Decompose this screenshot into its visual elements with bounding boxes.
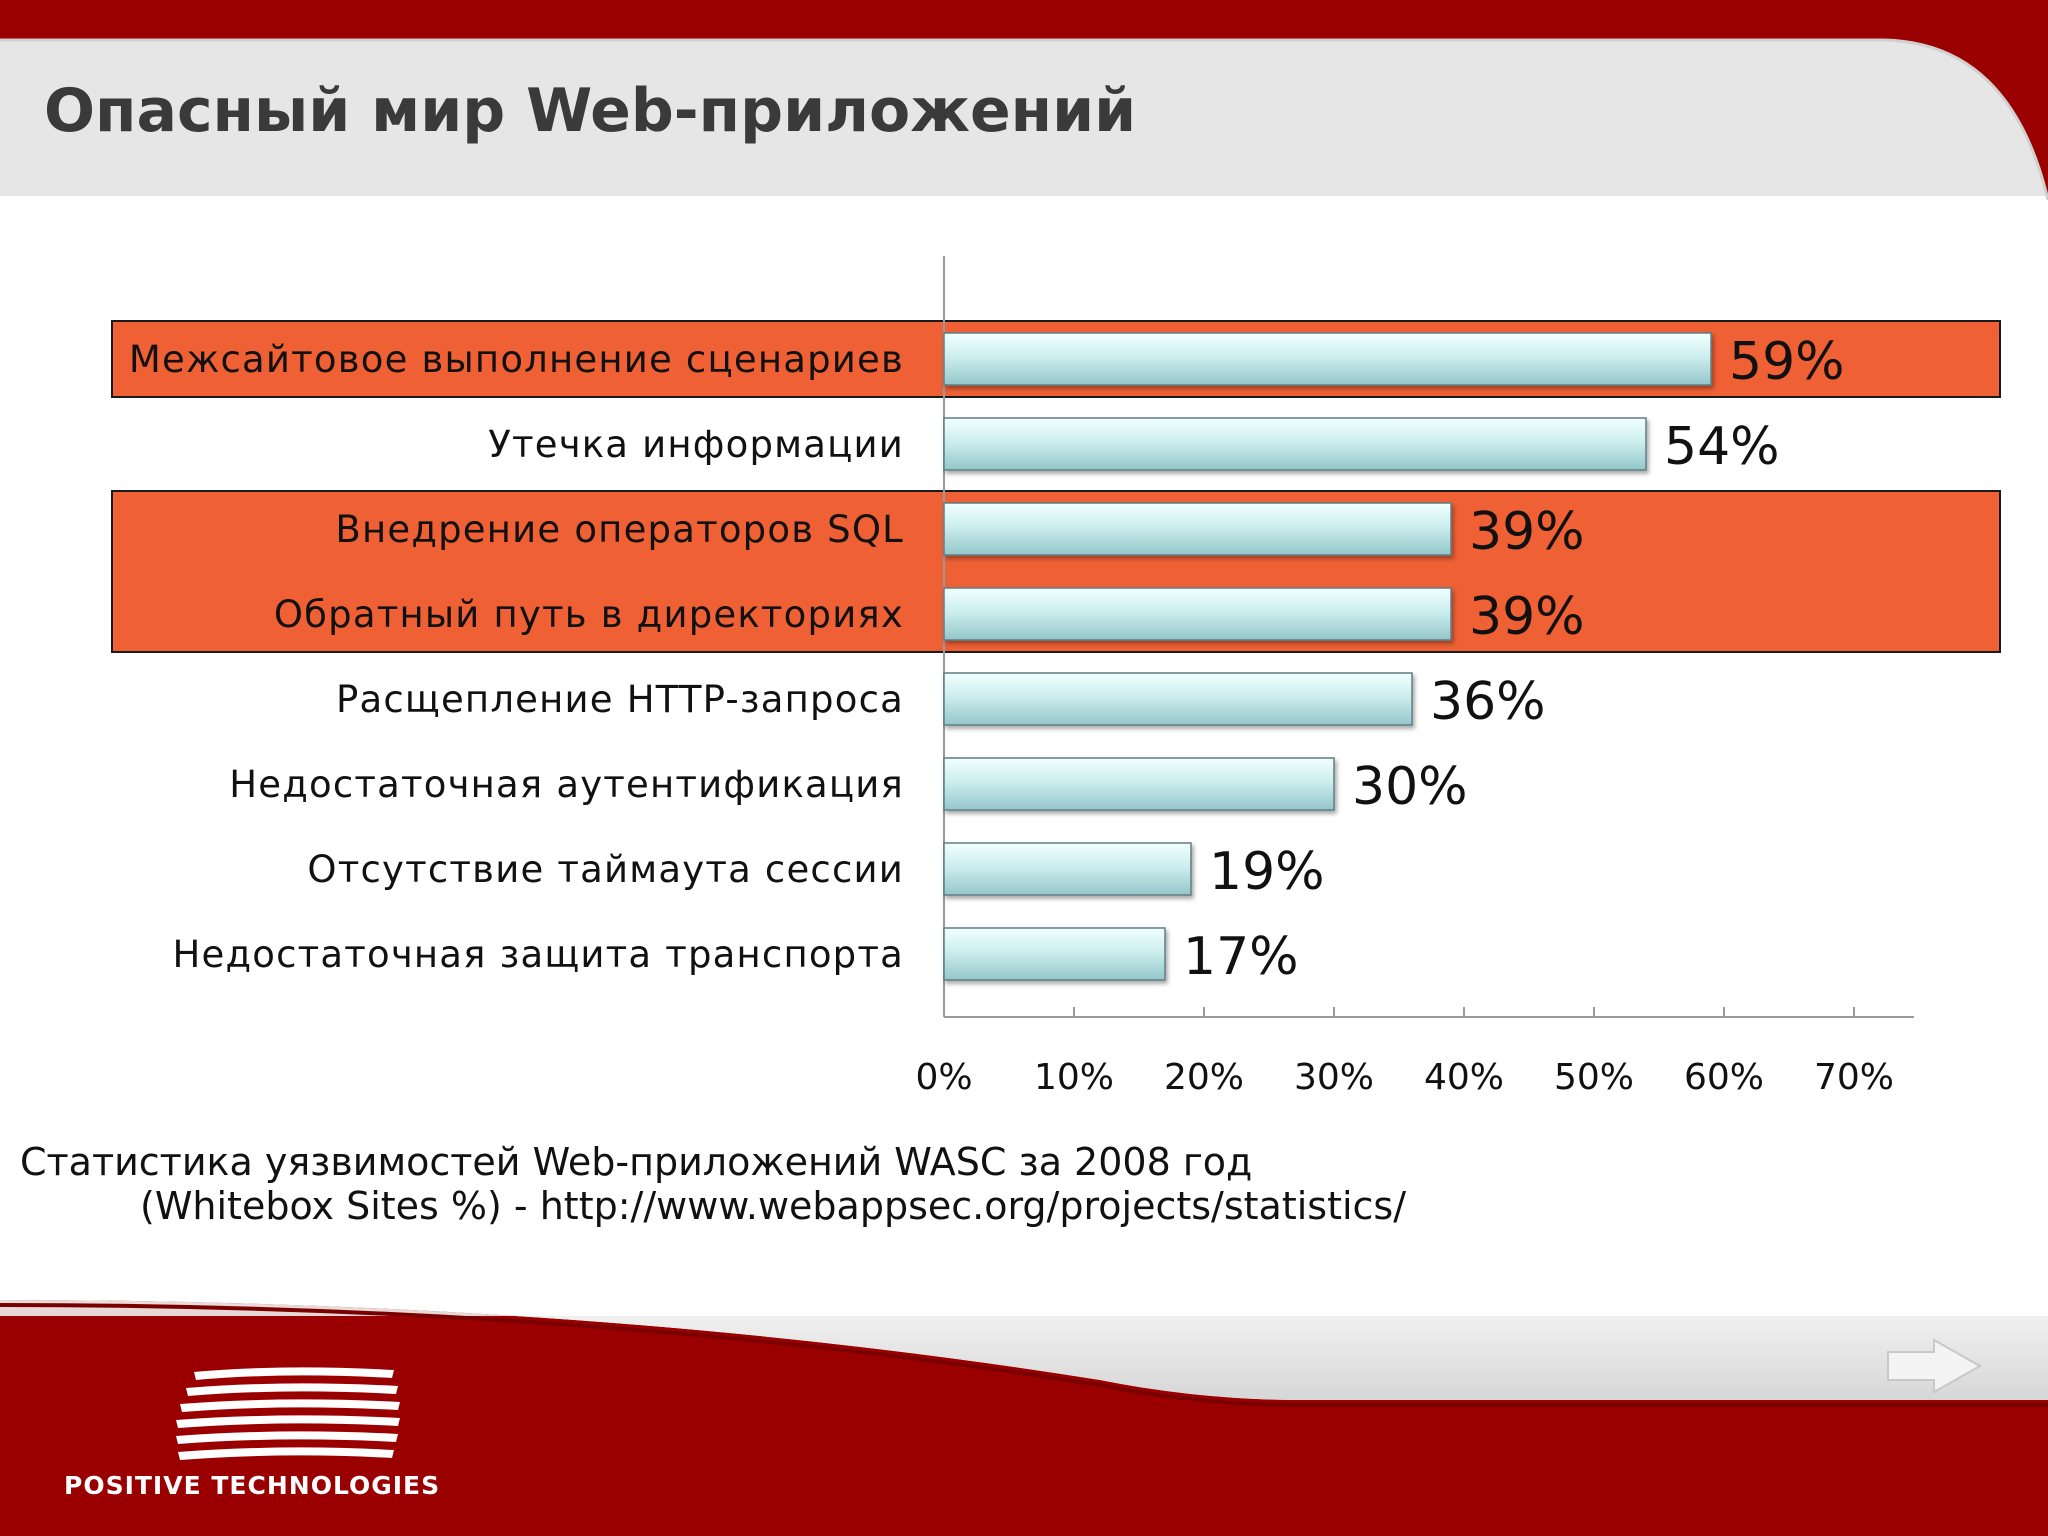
category-label: Расщепление HTTP-запроса [336, 678, 904, 721]
value-label: 19% [1209, 842, 1325, 902]
category-label: Межсайтовое выполнение сценариев [129, 338, 904, 381]
category-label: Недостаточная аутентификация [229, 763, 904, 806]
bar [943, 417, 1647, 471]
x-tick-label: 60% [1684, 1057, 1764, 1098]
bar [943, 757, 1335, 811]
bar [943, 927, 1166, 981]
category-label: Внедрение операторов SQL [335, 508, 904, 551]
x-tick-label: 40% [1424, 1057, 1504, 1098]
category-label: Утечка информации [488, 423, 904, 466]
value-label: 36% [1430, 672, 1546, 732]
page-title: Опасный мир Web-приложений [44, 76, 1137, 146]
x-tick-label: 0% [915, 1057, 972, 1098]
category-label: Недостаточная защита транспорта [172, 933, 904, 976]
x-tick-label: 70% [1814, 1057, 1894, 1098]
bar [943, 332, 1712, 386]
positive-technologies-logo: POSITIVE TECHNOLOGIES [64, 1367, 440, 1500]
source-caption: Статистика уязвимостей Web-приложений WA… [20, 1140, 1406, 1228]
category-label: Отсутствие таймаута сессии [307, 848, 904, 891]
value-label: 39% [1469, 502, 1585, 562]
bar-chart: 0% 10% 20% 30% 40% 50% 60% 70% Межсайтовое выпол… [111, 256, 2001, 1098]
x-tick-label: 10% [1034, 1057, 1114, 1098]
value-label: 54% [1664, 417, 1780, 477]
caption-line-1: Статистика уязвимостей Web-приложений WA… [20, 1140, 1253, 1184]
category-label: Обратный путь в директориях [274, 593, 904, 636]
header-band [0, 0, 2048, 201]
brand-text: POSITIVE TECHNOLOGIES [64, 1471, 440, 1500]
bar [943, 842, 1192, 896]
arrow-right-icon[interactable] [1884, 1336, 1984, 1396]
value-label: 59% [1729, 332, 1845, 392]
x-tick-label: 50% [1554, 1057, 1634, 1098]
footer-band [0, 1300, 2048, 1536]
x-tick-label: 30% [1294, 1057, 1374, 1098]
bar [943, 672, 1413, 726]
value-label: 17% [1183, 927, 1299, 987]
bar [943, 502, 1452, 556]
x-tick-label: 20% [1164, 1057, 1244, 1098]
bar [943, 587, 1452, 641]
caption-line-2: (Whitebox Sites %) - http://www.webappse… [140, 1184, 1407, 1228]
value-label: 30% [1352, 757, 1468, 817]
value-label: 39% [1469, 587, 1585, 647]
